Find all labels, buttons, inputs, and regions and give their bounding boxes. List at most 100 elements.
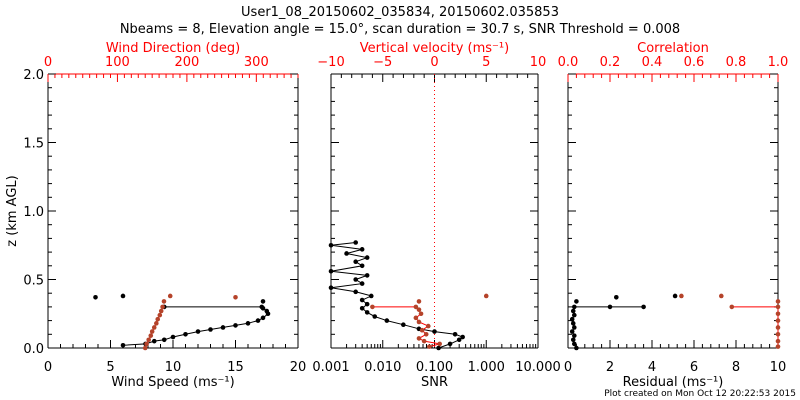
x-tick-label: 10.000 <box>515 360 561 375</box>
data-point <box>260 299 266 304</box>
data-point <box>413 304 419 310</box>
data-point <box>775 332 781 337</box>
y-tick-label: 2.0 <box>23 68 44 83</box>
data-point <box>641 304 646 310</box>
data-point <box>437 341 442 347</box>
data-point <box>574 299 579 304</box>
data-point <box>170 334 176 340</box>
data-point <box>775 311 781 317</box>
data-point <box>401 322 406 328</box>
data-point <box>328 242 334 248</box>
x-axis-label: SNR <box>421 375 448 390</box>
data-point <box>574 345 579 351</box>
data-point <box>572 325 577 330</box>
data-point <box>93 295 98 300</box>
data-point <box>456 337 462 343</box>
y-tick-label: 1.0 <box>23 205 44 220</box>
data-point <box>572 304 577 310</box>
figure-title: User1_08_20150602_035834, 20150602.03585… <box>241 5 559 20</box>
data-point <box>570 308 576 314</box>
data-point <box>353 259 358 264</box>
data-point <box>353 289 358 295</box>
data-point <box>160 304 165 310</box>
data-point <box>359 305 365 311</box>
top-tick-label: 1.0 <box>768 55 789 70</box>
figure-subtitle: Nbeams = 8, Elevation angle = 15.0°, sca… <box>120 22 680 37</box>
data-point <box>418 311 424 317</box>
data-point <box>569 329 575 334</box>
data-point <box>570 321 576 326</box>
data-point <box>359 263 365 269</box>
data-point <box>569 316 575 322</box>
data-point <box>570 337 576 343</box>
x-tick-label: 0 <box>564 360 572 375</box>
x-tick-label: 10 <box>770 360 787 375</box>
top-tick-label: 0.6 <box>684 55 705 70</box>
data-point <box>775 338 781 344</box>
top-tick-label: 0 <box>44 55 52 70</box>
data-point <box>142 345 148 351</box>
data-point <box>151 325 157 330</box>
x-tick-label: 1.000 <box>468 360 505 375</box>
data-point <box>255 318 261 323</box>
y-axis-label: z (km AGL) <box>5 175 20 246</box>
y-tick-label: 0.0 <box>23 342 44 357</box>
data-point <box>423 332 429 337</box>
data-point <box>419 327 425 333</box>
data-point <box>384 318 390 323</box>
x-tick-label: 0.100 <box>416 360 453 375</box>
data-point <box>144 341 149 347</box>
top-tick-label: −5 <box>373 55 392 70</box>
data-point <box>245 321 251 326</box>
data-point <box>447 341 453 347</box>
data-point <box>572 341 577 347</box>
top-tick-label: 300 <box>244 55 269 70</box>
data-point <box>344 251 349 256</box>
panel-1: 0.0 0.5 1.0 1.5 2.0 z (km AGL) 0 5 10 15 20 Wind Sp… <box>5 41 306 390</box>
top-axis-label: Correlation <box>637 41 709 56</box>
x-tick-label: 20 <box>290 360 307 375</box>
data-point <box>149 329 155 334</box>
data-point <box>364 310 370 315</box>
top-tick-label: 5 <box>482 55 490 70</box>
x-tick-label: 4 <box>648 360 656 375</box>
data-point <box>233 295 238 300</box>
data-point <box>452 332 458 337</box>
data-point <box>614 295 619 300</box>
data-point <box>416 307 422 312</box>
data-point <box>353 240 358 245</box>
data-point <box>167 293 173 299</box>
data-point <box>364 301 370 307</box>
data-point <box>775 318 781 323</box>
top-tick-label: 10 <box>530 55 547 70</box>
data-point <box>775 325 781 330</box>
data-point <box>120 342 126 348</box>
data-point <box>195 329 201 334</box>
data-point <box>425 323 431 329</box>
data-point <box>359 247 365 252</box>
data-point <box>328 268 334 274</box>
x-tick-label: 0 <box>44 360 52 375</box>
data-point <box>427 344 432 349</box>
x-tick-label: 10 <box>165 360 182 375</box>
footer-timestamp: Plot created on Mon Oct 12 20:22:53 2015 <box>604 389 796 399</box>
top-axis-label: Wind Direction (deg) <box>106 41 240 56</box>
data-point <box>483 293 489 299</box>
data-point <box>161 299 167 304</box>
data-point <box>233 323 238 328</box>
data-point <box>364 255 370 260</box>
data-point <box>572 333 577 338</box>
data-point <box>460 334 465 340</box>
top-tick-label: 0 <box>430 55 438 70</box>
data-point <box>359 297 365 303</box>
data-point <box>775 344 781 349</box>
data-point <box>120 293 126 299</box>
data-point <box>672 293 678 299</box>
top-tick-label: 0.2 <box>600 55 621 70</box>
y-tick-label: 0.5 <box>23 274 44 289</box>
series-line-wind-speed <box>122 306 269 346</box>
x-tick-label: 6 <box>690 360 698 375</box>
series-line-correlation <box>731 306 779 347</box>
data-point <box>259 304 265 310</box>
data-point <box>432 329 437 334</box>
